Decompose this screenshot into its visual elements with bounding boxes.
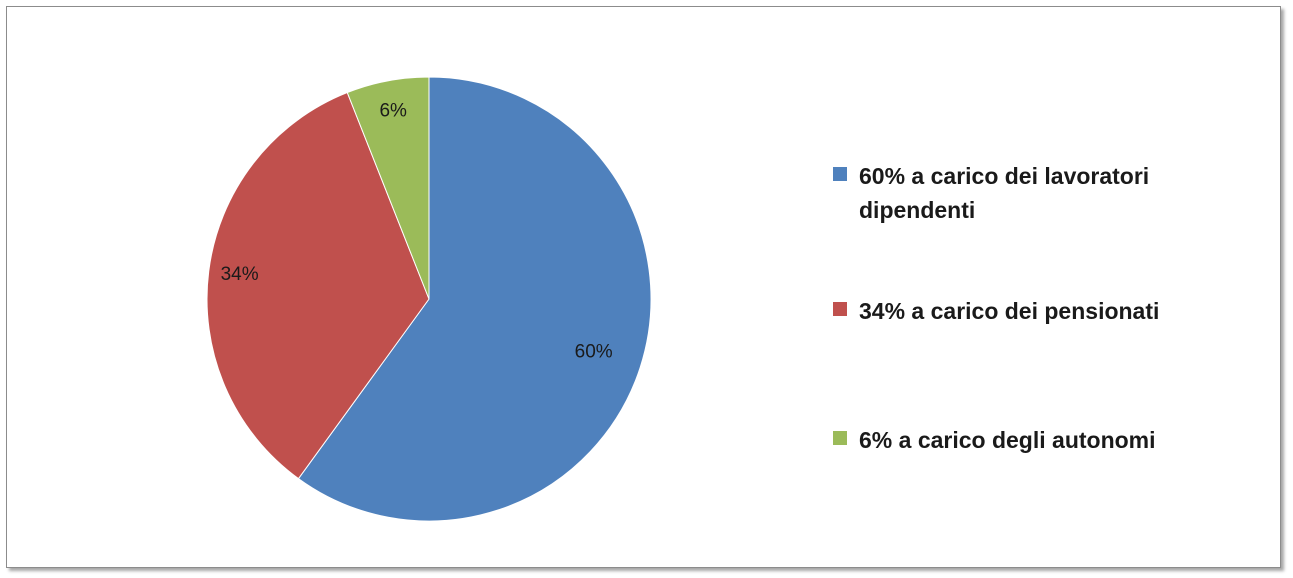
pie-chart: 60% 34% 6% xyxy=(206,76,652,522)
legend-swatch-1 xyxy=(833,302,847,316)
chart-area: 60% 34% 6% 60% a carico dei lavoratori dip… xyxy=(6,6,1281,568)
pie-slice-0 xyxy=(297,76,652,522)
pie-data-label-0: 60% xyxy=(575,342,613,363)
pie-slices xyxy=(206,76,652,522)
legend-label-2: 6% a carico degli autonomi xyxy=(859,427,1156,453)
legend-label-1: 34% a carico dei pensionati xyxy=(859,298,1160,324)
legend-label-0: 60% a carico dei lavoratori dipendenti xyxy=(859,163,1150,223)
legend-swatch-2 xyxy=(833,431,847,445)
pie-data-label-1: 34% xyxy=(221,264,259,285)
pie-data-labels: 60% 34% 6% xyxy=(221,101,613,363)
legend-swatch-0 xyxy=(833,167,847,181)
pie-slice-2 xyxy=(346,76,430,300)
pie-slice-1 xyxy=(206,91,430,480)
pie-data-label-2: 6% xyxy=(379,101,407,122)
